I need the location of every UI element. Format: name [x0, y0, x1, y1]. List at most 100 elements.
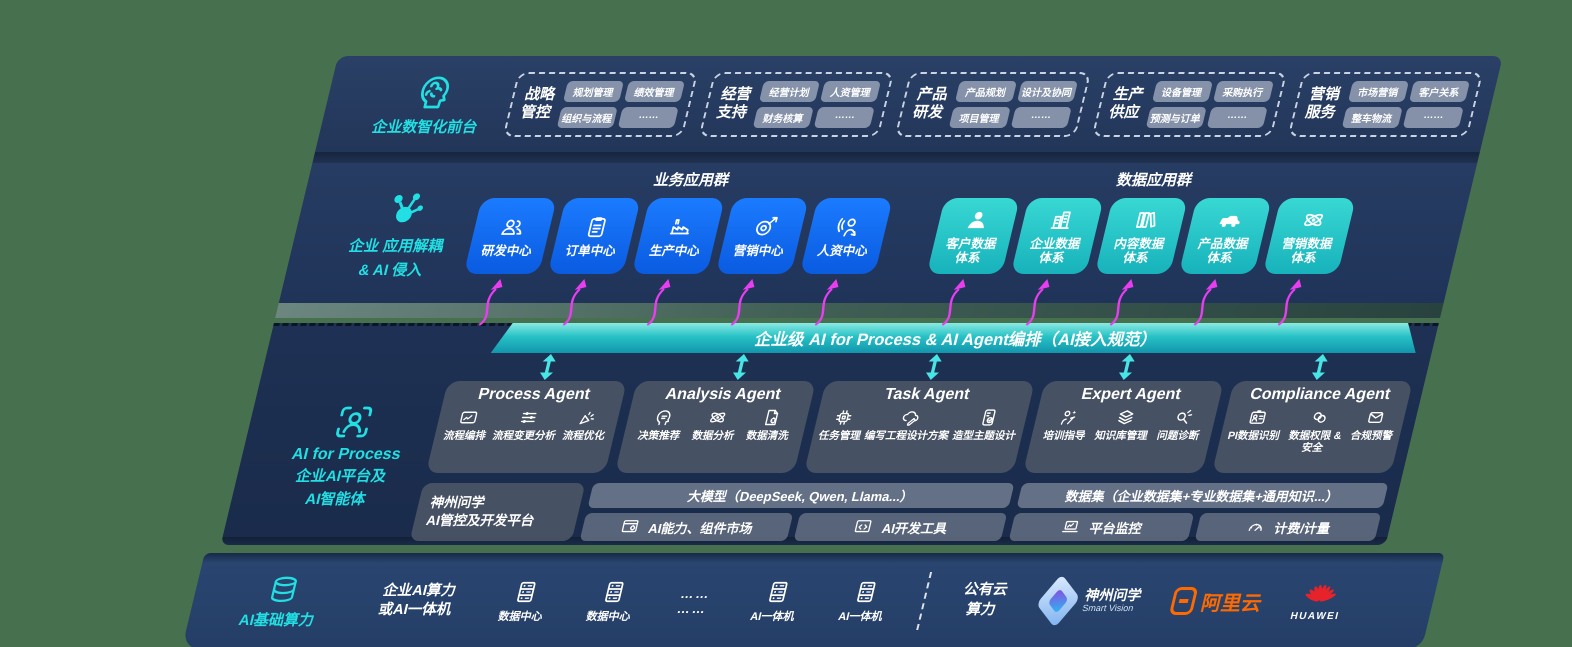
capability-pill: 客户关系: [1408, 80, 1471, 102]
window-code-icon: [855, 520, 872, 533]
server-icon: [517, 581, 536, 602]
group-operations: 经营支持 经营计划 人资管理 财务核算 ……: [698, 71, 895, 137]
group-title: 产品研发: [911, 86, 950, 121]
magenta-arrow: [1193, 279, 1217, 327]
capability-pill: ……: [1206, 106, 1268, 128]
enterprise-compute-label: 企业AI算力 或AI一体机: [376, 583, 458, 618]
capability-pill: 设备管理: [1151, 80, 1213, 102]
front-office-band: 企业数智化前台 战略管控 规划管理 绩效管理 组织与流程 …… 经营支持: [314, 56, 1504, 152]
capability-pill: 市场营销: [1347, 80, 1410, 102]
agent-item-label: 知识库管理: [1093, 430, 1149, 442]
ai-appliance-node: AI一体机: [736, 579, 817, 624]
capability-pill: ……: [617, 106, 680, 128]
magenta-arrow: [562, 279, 586, 327]
customer-icon: [967, 211, 984, 228]
double-arrow-icon: [1312, 354, 1328, 380]
app-box-order-center: 订单中心: [547, 198, 641, 274]
capability-market-label: AI能力、组件市场: [646, 520, 755, 536]
capability-pill: ……: [1402, 106, 1464, 128]
infrastructure-label-block: AI基础算力: [210, 573, 352, 630]
group-strategy: 战略管控 规划管理 绩效管理 组织与流程 ……: [502, 71, 699, 137]
double-arrow-icon: [1119, 354, 1135, 380]
app-box-hr-center: 人资中心: [799, 198, 893, 274]
agent-title: Expert Agent: [1079, 386, 1183, 403]
clipboard-icon: [587, 217, 606, 237]
gauge-icon: [1248, 523, 1262, 531]
group-title: 经营支持: [715, 86, 754, 121]
atom-icon: [1303, 213, 1323, 226]
capability-pill: 项目管理: [949, 106, 1011, 128]
agent-item-label: 流程编排: [442, 430, 488, 442]
decoupling-label-line2: & AI 侵入: [356, 262, 425, 279]
app-box-label: 营销中心: [732, 243, 786, 258]
step-edge: [312, 152, 1480, 163]
magenta-arrow: [814, 279, 838, 327]
capability-pill: 预测与订单: [1145, 106, 1207, 128]
double-arrow-icon: [733, 354, 749, 380]
vendor-name: 神州问学: [1083, 587, 1144, 604]
building-icon: [1050, 211, 1071, 229]
window-gear-icon: [621, 520, 639, 533]
app-box-label: 订单中心: [564, 243, 618, 258]
model-bar: 大模型（DeepSeek, Qwen, Llama...）: [587, 483, 1015, 508]
server-icon: [605, 581, 624, 602]
magenta-arrow: [730, 279, 754, 327]
database-icon: [271, 576, 298, 602]
dashed-divider: [916, 572, 933, 630]
dev-platform-label-card: 神州问学 AI管控及开发平台: [409, 483, 586, 541]
vendor-subtitle: Smart Vision: [1081, 602, 1135, 613]
billing-cell: 计费/计量: [1195, 513, 1382, 541]
capability-market-cell: AI能力、组件市场: [579, 513, 794, 541]
decision-head-icon: [656, 410, 671, 426]
main-platform-shape: 企业数智化前台 战略管控 规划管理 绩效管理 组织与流程 …… 经营支持: [220, 56, 1504, 545]
data-box-product: 产品数据体系: [1178, 198, 1272, 274]
agent-card-process: Process Agent 流程编排 流程变更分析: [425, 381, 627, 473]
capability-pill: 绩效管理: [624, 80, 686, 102]
factory-icon: [669, 218, 689, 235]
molecule-icon: [394, 192, 424, 222]
app-box-marketing-center: 营销中心: [715, 198, 809, 274]
billing-label: 计费/计量: [1272, 520, 1333, 536]
data-box-customer: 客户数据体系: [926, 198, 1020, 274]
capability-pill: 经营计划: [759, 80, 821, 102]
group-title: 战略管控: [518, 86, 558, 121]
dataset-bar: 数据集（企业数据集+专业数据集+通用知识...）: [1016, 483, 1389, 508]
agent-item-label: 培训指导: [1041, 430, 1087, 442]
agent-item-label: 流程优化: [561, 430, 607, 442]
node-label: AI一体机: [748, 610, 796, 623]
capability-pill: 产品规划: [955, 80, 1017, 102]
infrastructure-label: AI基础算力: [237, 611, 317, 629]
app-box-rnd-center: 研发中心: [463, 198, 557, 274]
magenta-arrow: [1277, 279, 1301, 327]
training-icon: [1060, 410, 1077, 425]
decoupling-label-block: 企业 应用解耦 & AI 侵入: [309, 165, 490, 303]
capability-pill: 设计及协同: [1016, 80, 1078, 102]
group-product-rnd: 产品研发 产品规划 设计及协同 项目管理 ……: [895, 71, 1091, 137]
capability-pill: ……: [814, 106, 876, 128]
data-box-enterprise: 企业数据体系: [1010, 198, 1104, 274]
ai-bus-bar: 企业级 AI for Process & AI Agent编排（AI接入规范）: [491, 323, 1423, 353]
dev-platform-name: 神州问学: [429, 494, 487, 510]
datacenter-node: 数据中心: [484, 579, 565, 624]
data-box-label: 内容数据体系: [1112, 236, 1167, 265]
agent-item-label: 合规预警: [1349, 430, 1395, 442]
group-production-supply: 生产供应 设备管理 采购执行 预测与订单 ……: [1091, 71, 1288, 137]
cpu-icon: [836, 410, 852, 425]
business-app-group: 业务应用群 研发中心: [457, 169, 900, 327]
bus-to-agent-arrows: [448, 354, 1419, 380]
double-arrow-icon: [540, 354, 556, 380]
public-cloud-label: 公有云 算力: [962, 582, 1010, 618]
app-box-label: 生产中心: [648, 243, 702, 258]
capability-pill: 组织与流程: [556, 106, 618, 128]
id-card-icon: [1249, 410, 1267, 424]
app-box-label: 人资中心: [816, 243, 870, 258]
node-label: 数据中心: [584, 610, 632, 623]
agent-item-label: 问题诊断: [1155, 430, 1201, 442]
team-icon: [500, 219, 521, 235]
decoupling-band: 企业 应用解耦 & AI 侵入 业务应用群 研发中心: [278, 163, 1478, 327]
agent-item-label: 数据权限 & 安全: [1287, 430, 1343, 455]
dev-platform-row: 神州问学 AI管控及开发平台 大模型（DeepSeek, Qwen, Llama…: [409, 483, 1389, 541]
data-group-title: 数据应用群: [1115, 172, 1195, 189]
agent-item-label: 编写工程设计方案: [863, 430, 951, 442]
